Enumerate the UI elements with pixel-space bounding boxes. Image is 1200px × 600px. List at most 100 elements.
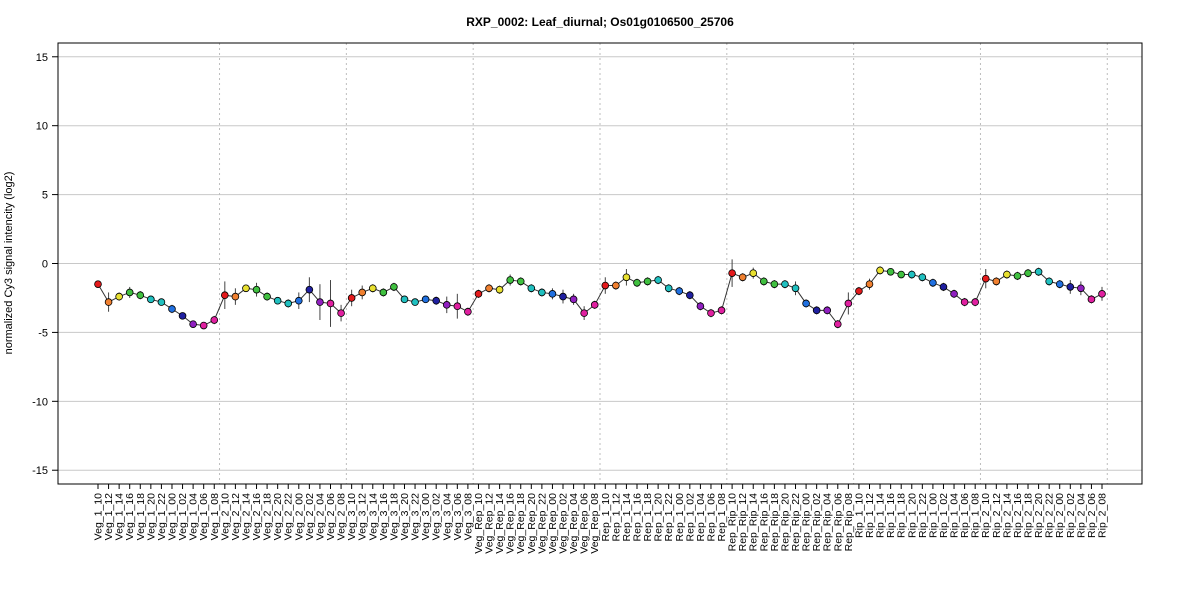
x-tick-label: Rep_Rip_06 (832, 493, 844, 552)
x-tick-label: Veg_2_08 (336, 493, 348, 540)
data-point (1077, 284, 1085, 293)
x-tick-label: Veg_3_04 (441, 493, 453, 540)
data-point (686, 291, 694, 299)
data-point (326, 299, 335, 308)
y-tick-label: -15 (32, 465, 48, 477)
x-tick-label: Veg_3_22 (410, 493, 422, 540)
data-point (527, 284, 536, 293)
x-tick-label: Rep_Rip_16 (758, 493, 770, 552)
x-tick-label: Veg_1_14 (114, 493, 126, 540)
x-tick-label: Rip_2_06 (1086, 493, 1098, 538)
x-tick-label: Veg_1_02 (177, 493, 189, 540)
data-point (855, 287, 863, 295)
data-point (802, 299, 810, 308)
x-tick-label: Veg_Rep_16 (505, 493, 517, 554)
data-point (675, 287, 684, 295)
x-tick-label: Veg_1_16 (124, 493, 136, 540)
data-point (707, 309, 715, 317)
x-tick-label: Veg_2_10 (219, 493, 231, 540)
data-point (728, 269, 736, 277)
data-point (252, 285, 261, 294)
data-point (316, 298, 324, 306)
data-point (971, 298, 979, 306)
y-tick-label: 10 (36, 121, 48, 133)
x-tick-label: Rip_2_16 (1012, 493, 1024, 538)
data-point (368, 284, 377, 293)
x-tick-label: Veg_2_04 (314, 493, 326, 540)
data-point (865, 280, 874, 288)
y-axis: 15 10 5 0 -5 -10 -15 (32, 52, 58, 477)
data-point (812, 306, 821, 315)
data-point (115, 292, 123, 301)
x-tick-label: Rip_2_14 (1001, 493, 1013, 538)
data-point (411, 298, 419, 306)
data-point (157, 298, 166, 306)
x-tick-label: Rep_1_00 (674, 493, 686, 542)
x-tick-label: Veg_3_10 (346, 493, 358, 540)
x-tick-label: Rip_2_00 (1054, 493, 1066, 538)
data-point (749, 269, 758, 277)
x-tick-label: Rip_2_18 (1023, 493, 1035, 538)
x-tick-label: Veg_Rep_18 (515, 493, 527, 554)
data-point (337, 309, 345, 317)
x-tick-label: Veg_1_20 (145, 493, 157, 540)
x-tick-label: Veg_3_00 (420, 493, 432, 540)
x-tick-label: Rip_1_02 (938, 493, 950, 538)
x-tick-label: Rip_2_08 (1097, 493, 1109, 538)
data-point (781, 280, 789, 288)
x-tick-label: Rep_1_02 (684, 493, 696, 542)
x-tick-label: Rep_Rip_14 (748, 493, 760, 552)
data-point (612, 281, 620, 290)
data-point (981, 274, 990, 283)
data-point (442, 301, 451, 309)
data-point (643, 277, 652, 286)
x-tick-label: Veg_1_22 (156, 493, 168, 540)
y-axis-label: normalized Cy3 signal intencity (log2) (3, 172, 15, 355)
x-tick-label: Veg_1_06 (198, 493, 210, 540)
x-tick-label: Rip_1_06 (959, 493, 971, 538)
x-tick-label: Rep_1_12 (610, 493, 622, 542)
x-tick-label: Rep_1_18 (642, 493, 654, 542)
x-tick-label: Rip_1_12 (864, 493, 876, 538)
x-tick-label: Rep_Rip_00 (801, 493, 813, 552)
x-tick-label: Veg_1_12 (103, 493, 115, 540)
x-tick-label: Rep_Rip_10 (727, 493, 739, 552)
data-point (284, 299, 293, 308)
x-tick-label: Rip_1_08 (970, 493, 982, 538)
data-point (696, 302, 705, 311)
x-tick-label: Veg_2_16 (251, 493, 263, 540)
data-point (1066, 283, 1075, 291)
x-tick-label: Rip_1_18 (896, 493, 908, 538)
data-point (305, 285, 314, 294)
x-tick-label: Rep_Rip_18 (769, 493, 781, 552)
data-point (199, 321, 208, 330)
data-point (717, 306, 726, 315)
y-tick-label: 5 (42, 190, 48, 202)
x-tick-label: Veg_2_18 (262, 493, 274, 540)
x-tick-label: Veg_Rep_02 (558, 493, 570, 554)
x-tick-label: Veg_3_16 (378, 493, 390, 540)
data-point (94, 280, 102, 288)
data-point (485, 284, 493, 293)
x-tick-label: Veg_1_00 (166, 493, 178, 540)
data-point (273, 296, 282, 305)
x-tick-label: Veg_Rep_20 (526, 493, 538, 554)
x-tick-label: Veg_Rep_14 (494, 493, 506, 554)
x-tick-label: Rep_Rip_12 (737, 493, 749, 552)
data-point (907, 270, 916, 279)
x-tick-label: Rep_Rip_08 (843, 493, 855, 552)
x-tick-label: Rep_Rip_22 (790, 493, 802, 552)
x-axis: Veg_1_10Veg_1_12Veg_1_14Veg_1_16Veg_1_18… (93, 484, 1109, 554)
data-point (760, 277, 768, 286)
data-point (1034, 267, 1043, 276)
x-tick-label: Veg_3_08 (462, 493, 474, 540)
data-point (210, 316, 219, 324)
x-tick-label: Veg_2_22 (283, 493, 295, 540)
data-point (221, 291, 229, 299)
x-tick-label: Rep_1_08 (716, 493, 728, 542)
x-tick-label: Veg_3_14 (367, 493, 379, 540)
data-point (1024, 269, 1032, 277)
x-tick-label: Rep_1_04 (695, 493, 707, 542)
data-point (886, 267, 895, 276)
